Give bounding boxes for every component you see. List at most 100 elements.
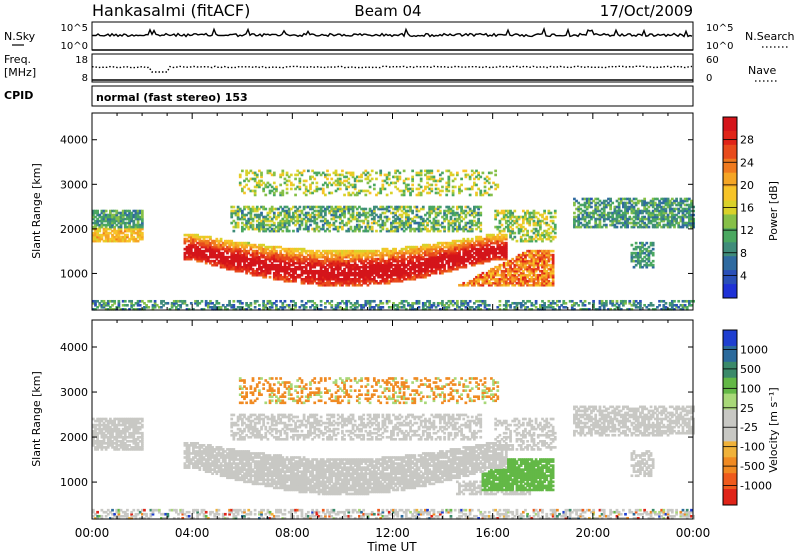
power-cell — [338, 173, 342, 177]
power-cell — [270, 265, 274, 269]
power-cell — [507, 303, 510, 307]
power-cell — [102, 213, 106, 217]
power-cell — [496, 243, 500, 247]
power-cell — [306, 269, 310, 273]
power-cell — [379, 215, 383, 219]
power-cell — [434, 179, 438, 183]
power-cell — [409, 193, 412, 197]
power-cell — [292, 247, 295, 251]
power-cell — [243, 217, 246, 221]
power-cell — [504, 277, 508, 281]
power-cell — [462, 247, 466, 251]
power-cell — [196, 259, 200, 263]
power-cell — [253, 255, 257, 259]
power-cell — [504, 249, 508, 253]
power-cell — [264, 227, 268, 231]
power-cell — [175, 301, 178, 305]
power-cell — [238, 259, 242, 263]
power-cell — [417, 265, 421, 269]
power-cell — [123, 227, 127, 231]
power-cell — [189, 237, 193, 241]
power-cell — [443, 209, 446, 213]
power-cell — [298, 205, 302, 209]
power-cell — [351, 303, 355, 307]
power-cell — [306, 257, 310, 261]
power-cell — [106, 235, 110, 239]
power-cell — [387, 261, 391, 265]
power-cell — [211, 241, 214, 245]
power-cell — [262, 221, 266, 225]
power-cell — [192, 241, 195, 245]
power-cell — [407, 267, 410, 271]
power-cell — [447, 205, 451, 209]
power-cell — [364, 225, 368, 229]
power-cell — [366, 301, 370, 305]
power-cell — [507, 299, 510, 303]
power-cell — [511, 269, 515, 273]
power-cell — [285, 251, 289, 255]
power-cell — [268, 253, 272, 257]
power-cell — [481, 257, 485, 261]
power-cell — [541, 219, 544, 223]
power-cell — [496, 277, 500, 281]
power-cell — [315, 221, 319, 225]
power-cell — [541, 277, 544, 281]
power-cell — [277, 307, 280, 311]
power-cell — [447, 263, 451, 267]
power-cell — [421, 275, 425, 279]
power-cell — [394, 263, 397, 267]
power-cell — [438, 193, 442, 197]
power-cell — [479, 227, 483, 231]
power-cell — [277, 225, 280, 229]
power-cell — [428, 229, 432, 233]
power-cell — [355, 267, 359, 271]
power-cell — [302, 191, 306, 195]
power-cell — [283, 263, 287, 267]
power-cell — [289, 253, 293, 257]
power-cell — [483, 273, 487, 277]
power-cell — [392, 247, 395, 251]
power-cell — [251, 273, 255, 277]
power-cell — [545, 223, 549, 227]
power-cell — [313, 261, 317, 265]
power-cell — [455, 253, 459, 257]
power-cell — [343, 267, 346, 271]
power-cell — [430, 269, 434, 273]
power-cell — [477, 307, 480, 311]
power-cell — [202, 237, 206, 241]
power-cell — [553, 235, 557, 239]
power-cell — [526, 209, 529, 213]
power-cell — [473, 205, 476, 209]
power-cell — [381, 219, 385, 223]
power-cell — [396, 251, 400, 255]
power-cell — [336, 277, 340, 281]
power-cell — [111, 215, 114, 219]
power-cell — [270, 207, 274, 211]
power-cell — [545, 261, 549, 265]
power-cell — [492, 233, 495, 237]
power-cell — [194, 301, 197, 305]
power-cell — [432, 177, 436, 181]
power-cell — [196, 253, 200, 257]
power-cell — [528, 211, 532, 215]
power-cell — [477, 243, 480, 247]
power-cell — [260, 173, 263, 177]
power-cell — [285, 179, 289, 183]
power-cell — [277, 223, 280, 227]
power-cell — [532, 219, 536, 223]
power-cell — [92, 209, 95, 213]
power-cell — [349, 257, 353, 261]
power-cell — [302, 271, 306, 275]
power-cell — [117, 237, 121, 241]
power-cell — [424, 261, 427, 265]
power-cell — [330, 183, 334, 187]
power-cell — [311, 265, 314, 269]
power-cell — [370, 225, 374, 229]
power-cell — [513, 273, 517, 277]
power-cell — [445, 209, 449, 213]
power-cell — [392, 181, 395, 185]
power-cell — [258, 303, 261, 307]
power-cell — [513, 301, 517, 305]
power-cell — [526, 249, 529, 253]
power-cell — [311, 299, 314, 303]
